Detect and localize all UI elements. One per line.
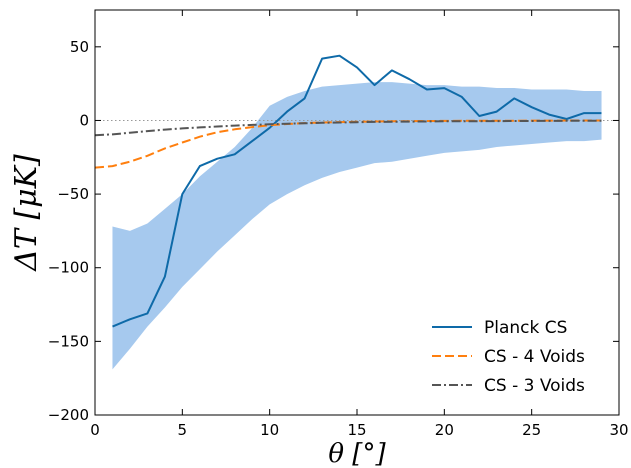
y-tick-label: −100 [48,259,89,277]
x-tick-label: 30 [609,421,628,439]
x-tick-label: 0 [90,421,100,439]
legend-label-3: CS - 3 Voids [484,376,585,396]
series-line-1 [112,54,602,328]
y-tick-label: 50 [70,38,89,56]
tick-layer: 0 5 10 15 20 25 30 −200 −150 −100 −50 0 50 [48,10,629,439]
x-axis-label: θ [°] [328,439,386,468]
legend: Planck CS CS - 4 Voids CS - 3 Voids [432,318,585,396]
x-tick-label: 25 [522,421,541,439]
legend-label-2: CS - 4 Voids [484,347,585,367]
y-tick-label: −150 [48,332,89,350]
x-tick-label: 15 [347,421,366,439]
x-tick-label: 5 [178,421,188,439]
y-tick-label: −200 [48,406,89,424]
y-axis-label: ΔT [μK] [9,154,44,272]
x-tick-label: 20 [435,421,454,439]
y-tick-label: −50 [57,185,89,203]
x-tick-label: 10 [260,421,279,439]
y-tick-label: 0 [79,111,89,129]
series-layer [94,54,602,328]
legend-label-1: Planck CS [484,318,567,338]
